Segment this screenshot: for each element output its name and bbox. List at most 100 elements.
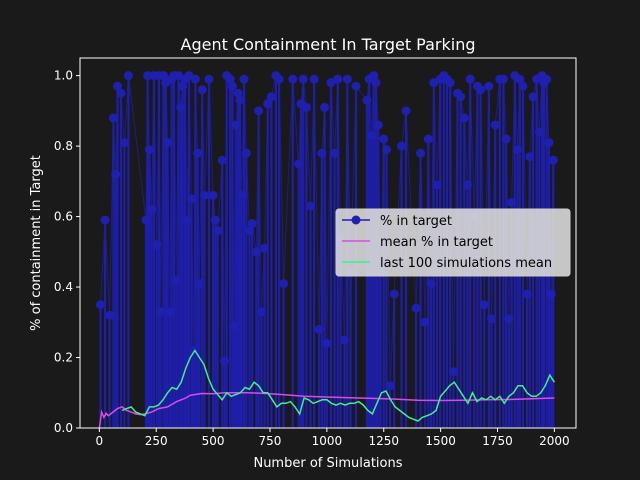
target-point [178,81,188,91]
target-point [190,74,200,84]
target-point [366,131,376,141]
target-point [231,120,241,130]
x-tick-label: 0 [96,434,104,448]
target-point [266,92,276,102]
target-point [389,289,399,299]
target-point [144,145,154,155]
target-point [525,152,535,162]
target-point [362,95,372,105]
target-point [484,81,494,91]
target-point [204,74,214,84]
y-tick-label: 1.0 [54,69,73,83]
y-tick-label: 0.2 [54,351,73,365]
x-tick-label: 1750 [482,434,513,448]
target-point [401,106,411,116]
target-point [351,81,361,91]
target-point [147,205,157,215]
target-point [298,74,308,84]
x-tick-label: 2000 [539,434,570,448]
x-tick-label: 500 [202,434,225,448]
target-point [260,243,270,253]
target-point [123,71,133,81]
legend-label-mean: mean % in target [380,235,493,250]
x-tick-label: 750 [259,434,282,448]
legend-box [335,208,571,277]
target-point [199,190,209,200]
target-point [105,310,115,320]
target-point [385,381,395,391]
target-point [426,279,436,289]
target-point [504,314,514,324]
y-tick-label: 0.4 [54,280,73,294]
target-point [548,155,558,165]
target-point [518,81,528,91]
y-tick-label: 0.8 [54,139,73,153]
target-point [445,78,455,88]
target-point [235,95,245,105]
target-point [513,145,523,155]
target-point [522,289,532,299]
target-point [186,194,196,204]
target-point [251,247,261,257]
target-point [340,335,350,345]
target-point [247,219,257,229]
target-point [379,134,389,144]
target-point [152,240,162,250]
target-point [194,279,204,289]
target-point [256,307,266,317]
target-point [544,138,554,148]
target-point [490,120,500,130]
y-axis-label: % of containment in Target [29,155,44,331]
target-point [141,215,151,225]
target-point [159,71,169,81]
target-point [320,102,330,112]
chart-title: Agent Containment In Target Parking [181,35,476,54]
target-point [227,81,237,91]
target-point [182,215,192,225]
target-point [498,74,508,84]
target-point [156,307,166,317]
target-point [219,356,229,366]
target-point [432,180,442,190]
target-point [95,300,105,310]
target-point [369,71,379,81]
series-mean-line [98,392,555,429]
target-point [456,92,466,102]
x-tick-label: 1250 [368,434,399,448]
target-point [143,71,153,81]
target-point [116,88,126,98]
target-point [448,367,458,377]
target-point [108,113,118,123]
series-last100-line [121,349,556,422]
target-point [396,141,406,151]
target-point [113,81,123,91]
target-point [476,85,486,95]
target-point [163,138,173,148]
target-point [233,88,243,98]
target-point [197,85,207,95]
target-point [225,74,235,84]
target-point [100,215,110,225]
target-point [507,197,517,207]
target-point [546,289,556,299]
target-point [373,120,383,130]
target-point [459,113,469,123]
target-point [479,300,489,310]
target-point [528,92,538,102]
target-point [229,321,239,331]
target-point [241,148,251,158]
target-point [314,324,324,334]
target-point [171,275,181,285]
target-point [371,78,381,88]
target-point [213,226,223,236]
target-point [420,317,430,327]
target-point [165,307,175,317]
target-point [208,190,218,200]
target-point [210,215,220,225]
target-point [333,74,343,84]
target-point [288,74,298,84]
target-point [411,303,421,313]
target-point [487,314,497,324]
target-point [326,78,336,88]
